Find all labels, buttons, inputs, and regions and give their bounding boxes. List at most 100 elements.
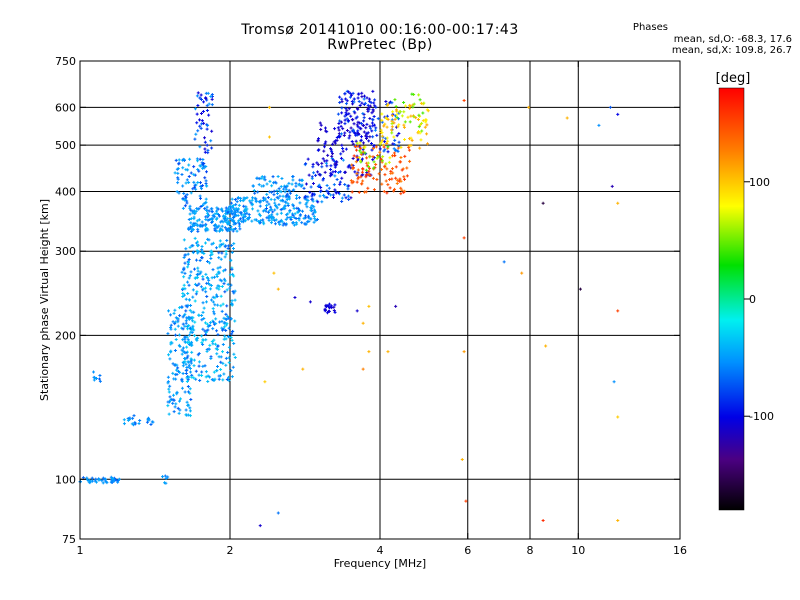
data-point: [336, 126, 340, 130]
data-point: [325, 195, 329, 199]
data-point: [311, 212, 315, 216]
data-point: [378, 150, 382, 154]
data-point: [347, 90, 351, 94]
data-point: [233, 209, 237, 213]
data-point: [223, 226, 227, 230]
data-point: [384, 162, 388, 166]
data-point: [367, 169, 371, 173]
data-point: [414, 116, 418, 120]
data-point: [187, 217, 191, 221]
data-point: [378, 142, 382, 146]
data-point: [392, 135, 396, 139]
data-point: [344, 196, 348, 200]
data-point: [204, 286, 208, 290]
data-point: [278, 222, 282, 226]
y-tick-label: 400: [55, 185, 76, 198]
data-point: [236, 195, 240, 199]
data-point: [358, 104, 362, 108]
data-point: [360, 170, 364, 174]
data-point: [211, 320, 215, 324]
data-point: [186, 338, 190, 342]
data-point: [182, 191, 186, 195]
data-point: [398, 177, 402, 181]
data-point: [275, 195, 279, 199]
data-point: [267, 210, 271, 214]
data-point: [248, 199, 252, 203]
x-tick-label: 1: [77, 544, 84, 557]
data-point: [272, 193, 276, 197]
data-point: [351, 142, 355, 146]
data-point: [197, 364, 201, 368]
data-point: [235, 200, 239, 204]
data-point: [215, 286, 219, 290]
data-point: [204, 164, 208, 168]
data-point: [214, 342, 218, 346]
data-point: [310, 204, 314, 208]
data-point: [276, 287, 280, 291]
phase-stats-x-mode: mean, sd,X: 109.8, 26.7: [671, 45, 792, 56]
data-point: [399, 179, 403, 183]
data-point: [188, 387, 192, 391]
data-point: [395, 116, 399, 120]
data-point: [190, 319, 194, 323]
data-point: [339, 120, 343, 124]
data-point: [176, 177, 180, 181]
data-point: [173, 322, 177, 326]
data-point: [284, 200, 288, 204]
data-point: [199, 181, 203, 185]
data-point: [350, 93, 354, 97]
data-point: [173, 405, 177, 409]
data-point: [315, 161, 319, 165]
data-point: [178, 314, 182, 318]
data-point: [380, 120, 384, 124]
data-point: [188, 157, 192, 161]
data-point: [364, 134, 368, 138]
data-point: [183, 390, 187, 394]
data-point: [224, 312, 228, 316]
data-point: [336, 170, 340, 174]
data-point: [330, 154, 334, 158]
data-point: [268, 190, 272, 194]
data-point: [224, 249, 228, 253]
data-point: [368, 124, 372, 128]
data-point: [284, 223, 288, 227]
data-point: [219, 367, 223, 371]
data-point: [187, 315, 191, 319]
data-point: [291, 178, 295, 182]
data-point: [197, 169, 201, 173]
data-point: [219, 294, 223, 298]
data-point: [189, 270, 193, 274]
data-point: [182, 158, 186, 162]
data-point: [206, 148, 210, 152]
data-point: [372, 143, 376, 147]
data-point: [312, 171, 316, 175]
data-point: [166, 375, 170, 379]
data-point: [218, 214, 222, 218]
data-point: [343, 91, 347, 95]
data-point: [197, 313, 201, 317]
data-point: [195, 290, 199, 294]
data-point: [321, 157, 325, 161]
data-point: [201, 275, 205, 279]
data-point: [329, 164, 333, 168]
data-point: [177, 411, 181, 415]
data-point: [181, 287, 185, 291]
data-point: [250, 198, 254, 202]
data-point: [227, 345, 231, 349]
data-point: [181, 364, 185, 368]
data-point: [186, 378, 190, 382]
data-point: [393, 117, 397, 121]
data-point: [205, 108, 209, 112]
colorbar: [718, 87, 745, 511]
data-point: [211, 307, 215, 311]
data-point: [359, 175, 363, 179]
data-point: [179, 397, 183, 401]
data-point: [187, 175, 191, 179]
data-point: [280, 220, 284, 224]
data-point: [420, 129, 424, 133]
data-point: [180, 173, 184, 177]
data-point: [388, 156, 392, 160]
data-point: [191, 223, 195, 227]
data-point: [219, 360, 223, 364]
data-point: [331, 152, 335, 156]
